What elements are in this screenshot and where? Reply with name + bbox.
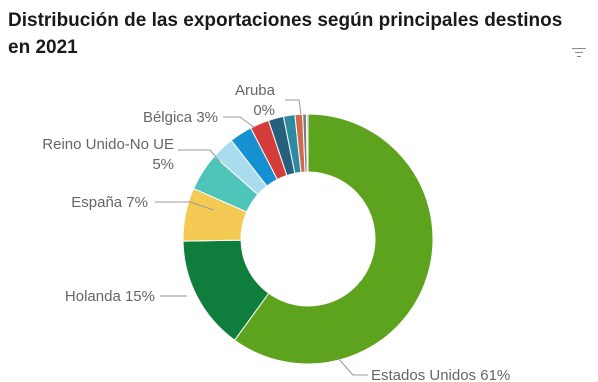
connector-estados-unidos <box>336 356 368 376</box>
slice-aruba[interactable] <box>305 113 309 173</box>
connector-espana <box>155 201 215 211</box>
connector-aruba <box>285 99 302 115</box>
label-aruba-line2: 0% <box>253 102 275 119</box>
label-belgica: Bélgica 3% <box>143 109 218 126</box>
connector-belgica <box>223 116 256 129</box>
filter-lines-icon[interactable] <box>572 46 586 60</box>
label-holanda: Holanda 15% <box>65 288 155 305</box>
connector-reino-unido <box>178 149 221 163</box>
chart-title: Distribución de las exportaciones según … <box>8 10 563 58</box>
label-espana: España 7% <box>71 194 148 211</box>
label-reino-unido-line2: 5% <box>152 156 174 173</box>
label-aruba-line1: Aruba <box>235 82 276 99</box>
label-estados-unidos: Estados Unidos 61% <box>371 367 510 382</box>
label-reino-unido-line1: Reino Unido-No UE <box>42 136 174 153</box>
slice-estados-unidos[interactable] <box>233 113 434 365</box>
